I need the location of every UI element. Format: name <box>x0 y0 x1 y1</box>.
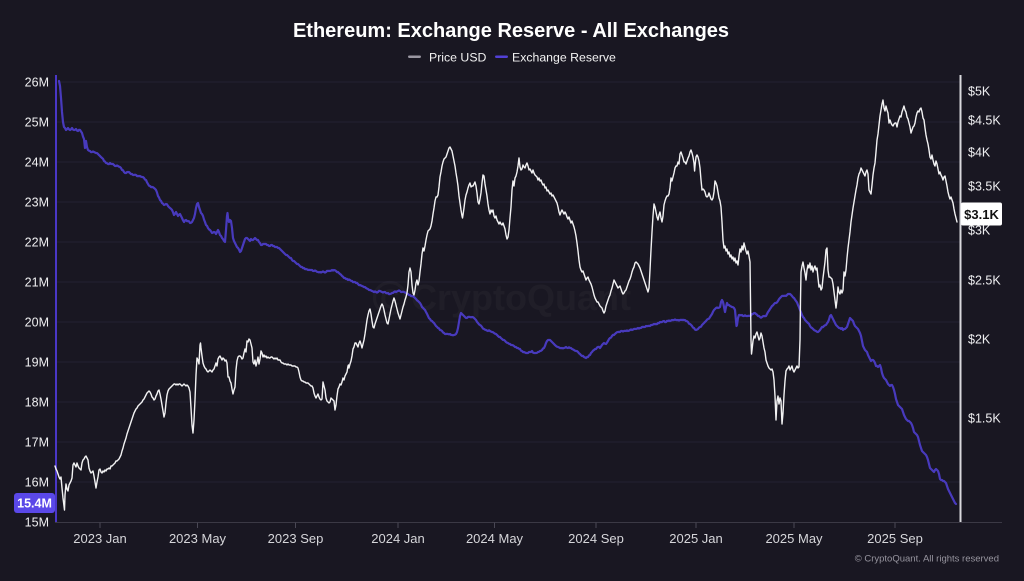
svg-text:$2K: $2K <box>968 333 991 347</box>
svg-text:Exchange Reserve: Exchange Reserve <box>512 51 616 65</box>
svg-text:$1.5K: $1.5K <box>968 412 1001 426</box>
svg-text:24M: 24M <box>25 156 49 170</box>
svg-text:$3.1K: $3.1K <box>964 207 999 222</box>
svg-text:2024 Jan: 2024 Jan <box>371 531 425 546</box>
svg-text:2025 Sep: 2025 Sep <box>867 531 923 546</box>
svg-text:15.4M: 15.4M <box>17 497 52 511</box>
svg-text:$5K: $5K <box>968 85 991 99</box>
svg-text:$4K: $4K <box>968 146 991 160</box>
svg-text:© CryptoQuant. All rights rese: © CryptoQuant. All rights reserved <box>855 554 999 565</box>
svg-text:CryptoQuant: CryptoQuant <box>411 277 631 318</box>
svg-text:2025 May: 2025 May <box>765 531 823 546</box>
svg-text:17M: 17M <box>25 436 49 450</box>
svg-text:15M: 15M <box>25 516 49 530</box>
svg-text:Price USD: Price USD <box>429 51 487 65</box>
svg-text:20M: 20M <box>25 316 49 330</box>
svg-text:23M: 23M <box>25 196 49 210</box>
svg-text:2023 May: 2023 May <box>169 531 227 546</box>
svg-text:2024 Sep: 2024 Sep <box>568 531 624 546</box>
svg-text:2025 Jan: 2025 Jan <box>669 531 723 546</box>
svg-text:22M: 22M <box>25 236 49 250</box>
svg-text:2023 Sep: 2023 Sep <box>268 531 324 546</box>
svg-text:26M: 26M <box>25 76 49 90</box>
svg-text:$3.5K: $3.5K <box>968 180 1001 194</box>
svg-text:25M: 25M <box>25 116 49 130</box>
svg-text:Ethereum: Exchange Reserve - A: Ethereum: Exchange Reserve - All Exchang… <box>293 20 729 42</box>
svg-text:$3K: $3K <box>968 224 991 238</box>
svg-text:$2.5K: $2.5K <box>968 274 1001 288</box>
svg-text:18M: 18M <box>25 396 49 410</box>
svg-text:$4.5K: $4.5K <box>968 114 1001 128</box>
svg-text:2024 May: 2024 May <box>466 531 524 546</box>
svg-text:21M: 21M <box>25 276 49 290</box>
svg-text:16M: 16M <box>25 476 49 490</box>
svg-text:19M: 19M <box>25 356 49 370</box>
svg-text:2023 Jan: 2023 Jan <box>73 531 127 546</box>
